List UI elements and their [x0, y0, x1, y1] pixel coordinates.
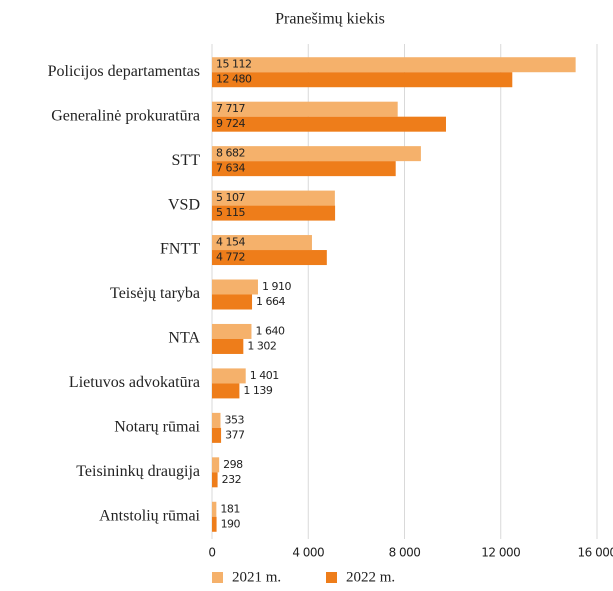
bar: [212, 101, 398, 117]
bar: [212, 235, 312, 251]
category-label: Teisėjų taryba: [110, 285, 200, 302]
category-label: Lietuvos advokatūra: [69, 374, 200, 391]
value-label: 1 302: [247, 339, 276, 352]
bar: [212, 294, 253, 310]
bar: [212, 457, 220, 473]
bar: [212, 338, 244, 354]
bar: [212, 472, 218, 488]
category-label: Teisininkų draugija: [76, 463, 200, 480]
category-label: Antstolių rūmai: [99, 507, 200, 524]
category-label: STT: [172, 152, 201, 169]
category-label: Policijos departamentas: [48, 63, 200, 80]
bar: [212, 72, 513, 88]
bar: [212, 146, 421, 162]
bar: [212, 57, 576, 73]
value-label: 7 717: [216, 102, 245, 115]
bar: [212, 116, 446, 132]
category-label: FNTT: [160, 241, 200, 258]
value-label: 8 682: [216, 147, 245, 160]
bar: [212, 501, 217, 517]
x-tick-label: 0: [208, 546, 215, 560]
legend-swatch: [212, 572, 223, 583]
bar: [212, 161, 396, 177]
value-label: 1 664: [256, 295, 285, 308]
value-label: 1 401: [250, 369, 279, 382]
bar: [212, 250, 327, 266]
legend-swatch: [326, 572, 337, 583]
value-label: 4 772: [216, 251, 245, 264]
value-label: 9 724: [216, 117, 245, 130]
x-tick-label: 12 000: [481, 546, 520, 560]
bar: [212, 427, 222, 443]
bar: [212, 190, 335, 206]
legend-label: 2022 m.: [346, 569, 395, 585]
bar: [212, 412, 221, 428]
bar: [212, 368, 246, 384]
value-label: 377: [225, 428, 245, 441]
value-label: 1 910: [262, 280, 291, 293]
category-label: Notarų rūmai: [114, 419, 200, 436]
bar: [212, 323, 252, 339]
value-label: 4 154: [216, 236, 245, 249]
bar: [212, 383, 240, 399]
x-tick-label: 16 000: [578, 546, 613, 560]
value-label: 5 107: [216, 191, 245, 204]
bar: [212, 205, 336, 221]
bar: [212, 279, 258, 295]
value-label: 5 115: [216, 206, 245, 219]
category-label: VSD: [168, 196, 200, 213]
value-label: 7 634: [216, 162, 245, 175]
x-tick-label: 8 000: [389, 546, 421, 560]
value-label: 190: [221, 517, 241, 530]
bar: [212, 516, 217, 532]
value-label: 232: [222, 473, 242, 486]
value-label: 1 139: [243, 384, 272, 397]
x-tick-label: 4 000: [292, 546, 324, 560]
value-label: 12 480: [216, 73, 252, 86]
value-label: 15 112: [216, 58, 252, 71]
chart-title: Pranešimų kiekis: [275, 11, 385, 28]
category-label: NTA: [168, 330, 200, 347]
legend-label: 2021 m.: [232, 569, 281, 585]
value-label: 298: [223, 458, 243, 471]
value-label: 1 640: [255, 324, 284, 337]
value-label: 181: [220, 502, 240, 515]
category-label: Generalinė prokuratūra: [51, 107, 200, 124]
value-label: 353: [224, 413, 244, 426]
